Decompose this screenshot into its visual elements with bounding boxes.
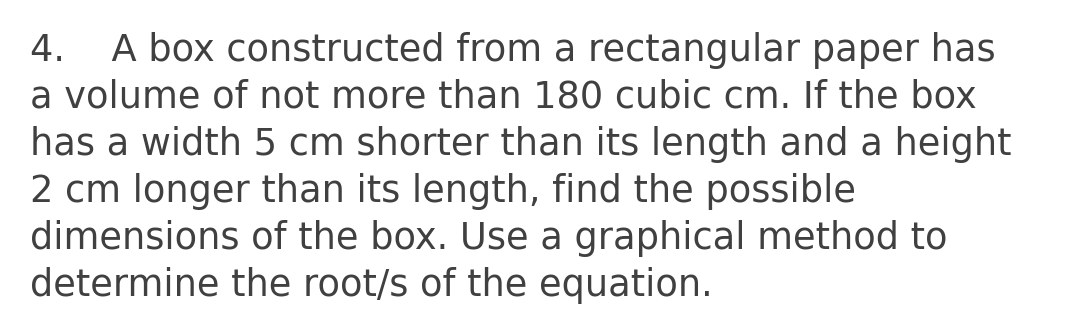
Text: 2 cm longer than its length, find the possible: 2 cm longer than its length, find the po… — [30, 173, 856, 210]
Text: determine the root/s of the equation.: determine the root/s of the equation. — [30, 267, 713, 304]
Text: a volume of not more than 180 cubic cm. If the box: a volume of not more than 180 cubic cm. … — [30, 79, 976, 116]
Text: has a width 5 cm shorter than its length and a height: has a width 5 cm shorter than its length… — [30, 126, 1012, 163]
Text: dimensions of the box. Use a graphical method to: dimensions of the box. Use a graphical m… — [30, 220, 947, 257]
Text: 4.    A box constructed from a rectangular paper has: 4. A box constructed from a rectangular … — [30, 32, 996, 69]
